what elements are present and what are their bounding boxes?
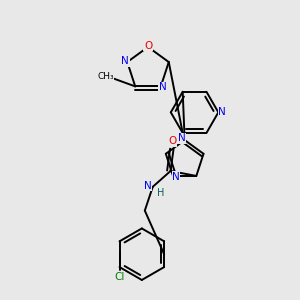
Text: CH₃: CH₃ <box>97 72 114 81</box>
Text: Cl: Cl <box>114 272 125 282</box>
Text: O: O <box>168 136 177 146</box>
Text: H: H <box>157 188 164 198</box>
Text: N: N <box>144 181 152 191</box>
Text: N: N <box>122 56 129 66</box>
Text: N: N <box>178 133 186 143</box>
Text: O: O <box>144 41 152 51</box>
Text: N: N <box>172 172 180 182</box>
Text: N: N <box>218 107 226 117</box>
Text: N: N <box>159 82 167 92</box>
